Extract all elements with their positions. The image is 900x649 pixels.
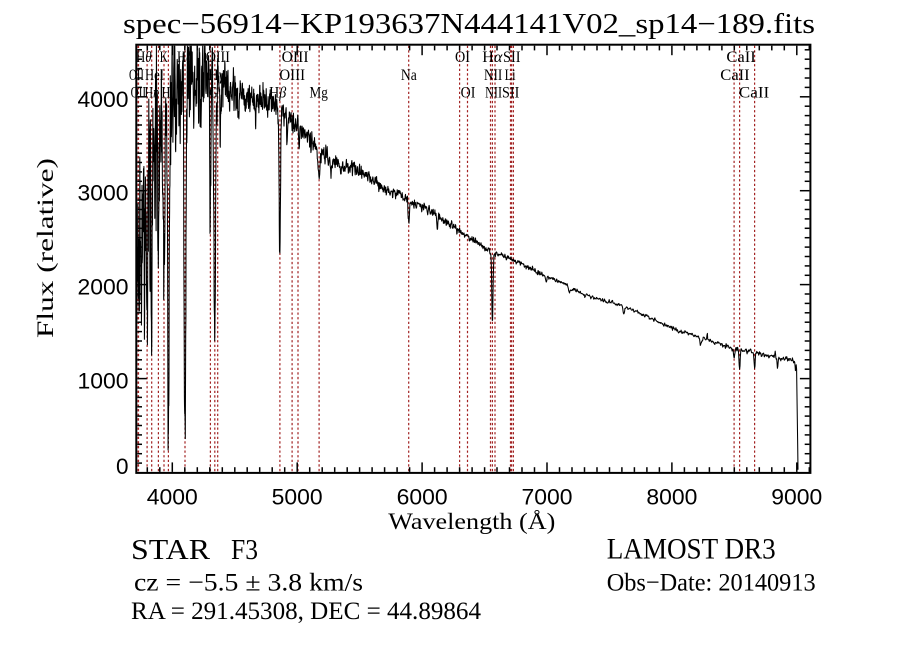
svg-text:RA = 291.45308, DEC = 44.8986: RA = 291.45308, DEC = 44.89864 bbox=[131, 598, 481, 625]
svg-text:5000: 5000 bbox=[272, 485, 323, 510]
svg-text:Hθ: Hθ bbox=[136, 49, 152, 66]
svg-text:SII: SII bbox=[503, 49, 521, 66]
svg-text:1000: 1000 bbox=[78, 369, 129, 394]
svg-text:4000: 4000 bbox=[147, 485, 198, 510]
svg-text:HeI: HeI bbox=[145, 67, 164, 84]
svg-text:LAMOST DR3: LAMOST DR3 bbox=[607, 533, 776, 566]
svg-text:Flux (relative): Flux (relative) bbox=[33, 158, 58, 338]
svg-text:2000: 2000 bbox=[78, 275, 129, 300]
svg-text:cz = −5.5 ± 3.8 km/s: cz = −5.5 ± 3.8 km/s bbox=[134, 569, 363, 596]
svg-text:6000: 6000 bbox=[397, 485, 448, 510]
svg-text:Hγ: Hγ bbox=[208, 67, 226, 84]
svg-text:CaII: CaII bbox=[739, 85, 770, 102]
svg-text:CaII: CaII bbox=[720, 67, 749, 84]
svg-text:H: H bbox=[161, 85, 170, 102]
svg-text:OII: OII bbox=[129, 67, 144, 84]
svg-text:NII: NII bbox=[484, 67, 502, 84]
svg-text:SII: SII bbox=[502, 85, 519, 102]
svg-text:Hη: Hη bbox=[145, 85, 160, 102]
svg-text:Na: Na bbox=[401, 67, 417, 84]
svg-text:9000: 9000 bbox=[771, 485, 822, 510]
svg-text:OI: OI bbox=[455, 49, 470, 66]
svg-text:4000: 4000 bbox=[78, 87, 129, 112]
svg-text:Wavelength (Å): Wavelength (Å) bbox=[388, 509, 555, 534]
svg-text:Obs−Date: 20140913: Obs−Date: 20140913 bbox=[607, 570, 816, 597]
svg-text:G: G bbox=[209, 85, 217, 102]
svg-text:3000: 3000 bbox=[78, 181, 129, 206]
svg-text:0: 0 bbox=[116, 454, 129, 479]
svg-text:Mg: Mg bbox=[310, 85, 328, 102]
svg-text:OII: OII bbox=[131, 85, 147, 102]
svg-text:OIII: OIII bbox=[206, 49, 230, 66]
svg-text:F3: F3 bbox=[231, 535, 258, 566]
svg-text:Hδ: Hδ bbox=[177, 49, 193, 66]
svg-text:OIII: OIII bbox=[282, 49, 309, 66]
svg-text:8000: 8000 bbox=[646, 485, 697, 510]
svg-text:CaII: CaII bbox=[726, 49, 755, 66]
svg-text:Li: Li bbox=[505, 67, 517, 84]
svg-text:Hα: Hα bbox=[482, 49, 503, 66]
svg-text:spec−56914−KP193637N444141V02_: spec−56914−KP193637N444141V02_sp14−189.f… bbox=[123, 9, 815, 40]
svg-text:OI: OI bbox=[461, 85, 476, 102]
svg-text:7000: 7000 bbox=[522, 485, 573, 510]
svg-text:K: K bbox=[160, 49, 169, 66]
svg-text:STAR: STAR bbox=[131, 535, 210, 566]
svg-text:OIII: OIII bbox=[279, 67, 305, 84]
svg-text:Hβ: Hβ bbox=[269, 85, 286, 102]
svg-text:NII: NII bbox=[485, 85, 502, 102]
